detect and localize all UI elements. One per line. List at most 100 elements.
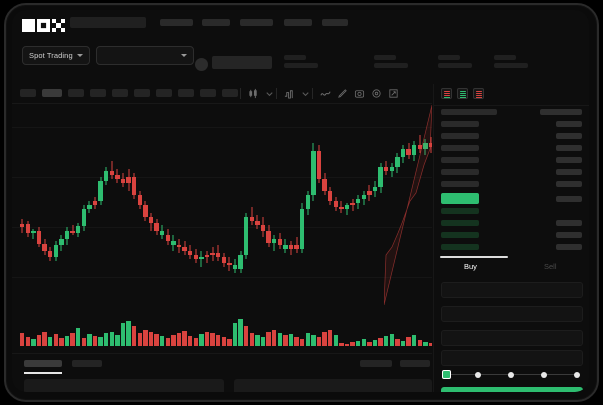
order-form-input-2[interactable] <box>441 330 583 346</box>
volume-bar <box>305 333 310 346</box>
ticker-price-skeleton <box>212 56 272 69</box>
orderbook-mode-both-icon[interactable] <box>441 88 452 99</box>
orderbook-row-amount <box>556 220 582 226</box>
volume-bar <box>20 333 25 346</box>
timeframe-button[interactable] <box>112 89 128 97</box>
candle <box>165 105 170 305</box>
chevron-down-icon[interactable] <box>264 88 275 99</box>
orders-action-skeleton[interactable] <box>400 360 430 367</box>
slider-stop-50[interactable] <box>508 371 514 378</box>
timeframe-button[interactable] <box>42 89 62 97</box>
volume-bar <box>193 337 198 346</box>
timeframe-button[interactable] <box>200 89 216 97</box>
order-form-input-3[interactable] <box>441 350 583 366</box>
timeframe-button[interactable] <box>134 89 150 97</box>
timeframe-button[interactable] <box>178 89 194 97</box>
tab-sell[interactable]: Sell <box>544 262 557 271</box>
tab-buy[interactable]: Buy <box>464 262 477 271</box>
volume-bar <box>182 330 187 346</box>
orderbook-row-bid[interactable] <box>441 232 479 238</box>
market-stat-skeleton <box>374 63 408 68</box>
orderbook-row-highlighted[interactable] <box>441 193 479 204</box>
orderbook-mode-bids-icon[interactable] <box>457 88 468 99</box>
order-form-input-1[interactable] <box>441 306 583 322</box>
orderbook-row-bid[interactable] <box>441 220 479 226</box>
volume-bar <box>294 337 299 346</box>
slider-stop-100[interactable] <box>574 371 580 378</box>
orderbook-row-bid[interactable] <box>441 208 479 214</box>
indicators-icon[interactable] <box>284 88 295 99</box>
depth-chart-overlay <box>384 105 432 305</box>
candle <box>137 105 142 305</box>
order-form-input-0[interactable] <box>441 282 583 298</box>
volume-bar <box>176 332 182 346</box>
nav-item-skeleton[interactable] <box>70 17 146 28</box>
camera-icon[interactable] <box>354 88 365 99</box>
candlestick-type-icon[interactable] <box>248 88 259 99</box>
volume-bar <box>204 331 210 346</box>
orderbook-row-bid[interactable] <box>441 109 497 115</box>
nav-item-skeleton[interactable] <box>284 19 312 26</box>
slider-stop-75[interactable] <box>541 371 547 378</box>
line-chart-icon[interactable] <box>320 88 331 99</box>
candle <box>126 105 131 305</box>
volume-bar <box>367 341 372 346</box>
orderbook-mode-asks-icon[interactable] <box>473 88 484 99</box>
timeframe-button[interactable] <box>156 89 172 97</box>
orderbook-row-bid[interactable] <box>441 133 479 139</box>
orderbook-row-bid[interactable] <box>441 181 479 187</box>
timeframe-button[interactable] <box>222 89 238 97</box>
candle <box>76 105 81 305</box>
volume-bar <box>36 335 42 346</box>
orders-action-skeleton[interactable] <box>360 360 392 367</box>
volume-bar <box>283 335 288 346</box>
orders-tab[interactable] <box>24 360 62 367</box>
chart-gridline <box>12 227 432 228</box>
orderbook-row-bid[interactable] <box>441 157 479 163</box>
chart-gridline <box>12 127 432 128</box>
candle <box>64 105 70 305</box>
market-stat-skeleton <box>374 55 396 60</box>
market-type-dropdown[interactable]: Spot Trading <box>22 46 90 65</box>
orderbook-row-bid[interactable] <box>441 145 479 151</box>
timeframe-button[interactable] <box>20 89 36 97</box>
volume-bar <box>277 333 282 346</box>
volume-bar <box>216 335 221 346</box>
candle <box>356 105 361 305</box>
nav-item-skeleton[interactable] <box>160 19 193 26</box>
fullscreen-icon[interactable] <box>388 88 399 99</box>
timeframe-button[interactable] <box>90 89 106 97</box>
chart-toolbar <box>12 84 432 104</box>
volume-bar <box>344 344 350 346</box>
candle <box>199 105 204 305</box>
candle <box>25 105 30 305</box>
orders-tab[interactable] <box>72 360 102 367</box>
price-candlestick-chart[interactable] <box>12 105 432 305</box>
okx-logo[interactable] <box>22 19 66 32</box>
slider-knob[interactable] <box>442 370 451 379</box>
order-book[interactable] <box>434 107 589 255</box>
pencil-icon[interactable] <box>337 88 348 99</box>
orderbook-row-bid[interactable] <box>441 121 479 127</box>
volume-bar <box>423 341 428 346</box>
orderbook-row-bid[interactable] <box>441 244 479 250</box>
candle <box>311 105 316 305</box>
amount-percent-slider[interactable] <box>442 370 582 379</box>
nav-item-skeleton[interactable] <box>202 19 230 26</box>
trading-pair-select[interactable] <box>96 46 194 65</box>
volume-bar <box>417 339 422 346</box>
chevron-down-icon[interactable] <box>300 88 311 99</box>
orderbook-row-bid[interactable] <box>441 169 479 175</box>
candle <box>31 105 36 305</box>
settings-gear-icon[interactable] <box>371 88 382 99</box>
avatar[interactable] <box>195 58 208 71</box>
nav-item-skeleton[interactable] <box>240 19 273 26</box>
volume-bar <box>406 337 411 346</box>
timeframe-button[interactable] <box>68 89 84 97</box>
slider-stop-25[interactable] <box>475 371 481 378</box>
place-buy-order-button[interactable] <box>441 387 583 392</box>
candle <box>249 105 254 305</box>
candle <box>154 105 159 305</box>
nav-item-skeleton[interactable] <box>322 19 348 26</box>
volume-bar <box>316 337 322 346</box>
